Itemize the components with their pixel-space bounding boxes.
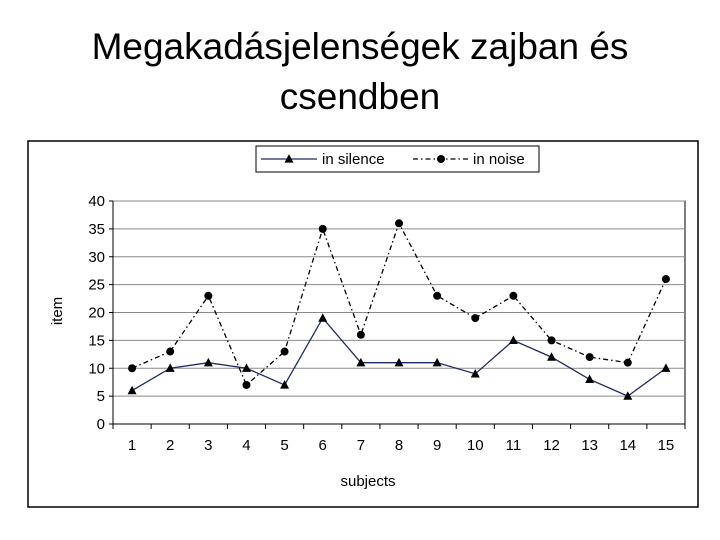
slide-title-line-1: Megakadásjelenségek zajban és <box>91 26 629 67</box>
legend-marker-in-silence <box>284 154 294 163</box>
point-in-noise-9 <box>433 291 442 300</box>
point-in-silence-11 <box>508 335 518 345</box>
legend-item-in-noise: in noise <box>413 151 525 168</box>
legend-marker-in-noise <box>437 155 445 163</box>
y-tick-label-25: 25 <box>88 277 105 294</box>
point-in-silence-1 <box>127 385 137 395</box>
point-in-silence-5 <box>280 380 290 389</box>
point-in-silence-13 <box>585 374 595 384</box>
legend: in silence in noise <box>255 145 540 173</box>
point-in-noise-3 <box>204 291 213 300</box>
point-in-noise-15 <box>661 275 670 284</box>
x-tick-label-3: 3 <box>204 437 212 454</box>
legend-item-in-silence: in silence <box>261 151 385 168</box>
point-in-noise-1 <box>128 364 137 373</box>
x-tick-label-10: 10 <box>467 437 484 454</box>
x-axis-label: subjects <box>340 473 395 490</box>
y-tick-label-5: 5 <box>97 388 105 405</box>
legend-label-in-silence: in silence <box>322 151 385 168</box>
point-in-silence-4 <box>241 363 251 372</box>
x-tick-label-11: 11 <box>506 437 522 454</box>
x-tick-label-4: 4 <box>242 437 250 454</box>
x-tick-label-12: 12 <box>543 437 560 454</box>
x-tick-label-7: 7 <box>357 437 365 454</box>
x-tick-label-8: 8 <box>395 437 403 454</box>
y-tick-label-30: 30 <box>88 249 105 266</box>
point-in-silence-6 <box>318 313 328 322</box>
point-in-noise-5 <box>280 347 289 356</box>
point-in-noise-4 <box>242 380 251 389</box>
point-in-noise-7 <box>356 330 365 339</box>
point-in-noise-6 <box>318 224 327 233</box>
x-tick-label-2: 2 <box>166 437 174 454</box>
slide-title: Megakadásjelenségek zajban és csendben <box>0 22 720 122</box>
y-tick-label-35: 35 <box>88 221 105 238</box>
point-in-silence-15 <box>661 363 671 372</box>
y-tick-label-10: 10 <box>88 360 105 377</box>
point-in-noise-12 <box>547 336 556 345</box>
x-tick-label-14: 14 <box>619 437 636 454</box>
x-tick-label-9: 9 <box>433 437 441 454</box>
line-chart: in silence in noise 0 5 10 15 20 25 30 35 40 1 2 3 4… <box>27 140 699 508</box>
point-in-noise-2 <box>166 347 175 356</box>
y-tick-label-40: 40 <box>88 193 105 210</box>
point-in-silence-10 <box>470 368 480 378</box>
point-in-silence-7 <box>356 357 366 367</box>
y-tick-label-20: 20 <box>88 305 105 322</box>
point-in-silence-12 <box>547 352 557 361</box>
point-in-noise-11 <box>509 291 518 300</box>
point-in-silence-2 <box>165 363 175 372</box>
y-tick-label-15: 15 <box>88 332 105 349</box>
point-in-silence-14 <box>623 391 633 400</box>
slide-title-line-2: csendben <box>279 76 441 117</box>
point-in-silence-9 <box>432 357 442 367</box>
point-in-noise-14 <box>623 358 632 367</box>
x-tick-label-5: 5 <box>280 437 288 454</box>
point-in-silence-8 <box>394 357 404 367</box>
x-tick-label-15: 15 <box>658 437 675 454</box>
point-in-noise-8 <box>395 219 403 228</box>
legend-label-in-noise: in noise <box>473 151 525 168</box>
x-tick-label-6: 6 <box>319 437 327 454</box>
y-axis-label: item <box>49 297 66 325</box>
x-tick-label-13: 13 <box>581 437 598 454</box>
point-in-silence-3 <box>203 357 213 367</box>
y-tick-label-0: 0 <box>97 416 105 433</box>
point-in-noise-13 <box>585 353 594 362</box>
point-in-noise-10 <box>471 314 480 323</box>
x-tick-label-1: 1 <box>128 437 136 454</box>
